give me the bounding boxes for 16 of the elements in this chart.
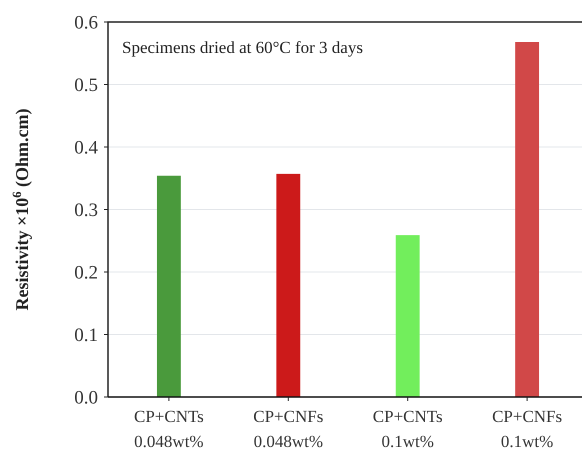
x-tick-label: CP+CNFs 0.048wt%: [253, 407, 324, 451]
y-tick-label: 0.0: [74, 388, 98, 409]
x-tick-label: CP+CNTs 0.1wt%: [372, 407, 443, 451]
x-tick-label: CP+CNTs 0.048wt%: [134, 407, 204, 451]
y-tick-label: 0.2: [74, 262, 98, 284]
y-tick-label: 0.4: [74, 138, 98, 159]
y-tick-label: 0.3: [74, 200, 98, 222]
y-tick-label: 0.6: [74, 12, 98, 34]
annotation: Specimens dried at 60°C for 3 days: [122, 38, 363, 57]
bar: [396, 235, 420, 397]
bar: [276, 174, 300, 397]
y-tick-label: 0.5: [74, 75, 98, 96]
x-tick-label: CP+CNFs 0.1wt%: [492, 407, 562, 451]
bar: [156, 176, 181, 397]
y-tick-label: 0.1: [74, 325, 98, 346]
bar: [515, 42, 540, 397]
